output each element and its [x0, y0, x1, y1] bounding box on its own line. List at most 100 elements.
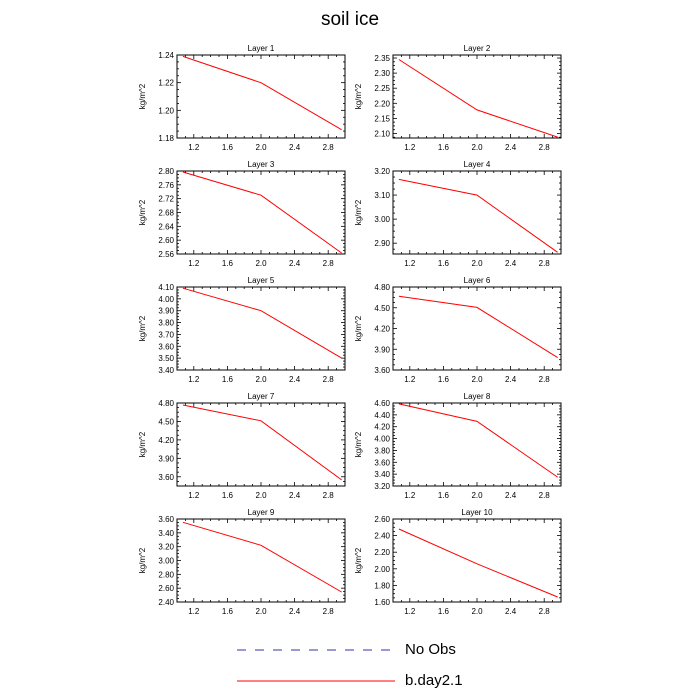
x-tick-label: 1.6 — [438, 143, 450, 152]
series-line-model — [182, 171, 342, 254]
y-tick-label: 2.60 — [374, 515, 390, 524]
x-tick-label: 1.6 — [222, 491, 234, 500]
x-tick-label: 1.2 — [404, 491, 416, 500]
y-tick-label: 3.20 — [374, 482, 390, 491]
x-tick-label: 1.2 — [188, 491, 200, 500]
x-tick-label: 2.4 — [505, 607, 517, 616]
x-tick-label: 2.8 — [323, 607, 335, 616]
series-line-model — [182, 521, 342, 593]
y-tick-label: 2.40 — [374, 532, 390, 541]
y-tick-label: 3.90 — [158, 454, 174, 463]
panel-layer-3: Layer 3 kg/m^2 1.2 1.6 2.0 2.4 2.8 2.56 2.60 2.64… — [138, 160, 346, 268]
x-tick-label: 1.2 — [188, 259, 200, 268]
x-tick-label: 1.6 — [438, 375, 450, 384]
x-tick-label: 2.0 — [255, 607, 267, 616]
y-tick-label: 2.60 — [158, 236, 174, 245]
y-tick-label: 2.90 — [374, 239, 390, 248]
panel-title: Layer 1 — [248, 44, 275, 53]
panel-title: Layer 3 — [248, 160, 275, 169]
y-tick-label: 2.10 — [374, 129, 390, 138]
plot-frame — [176, 402, 346, 487]
x-tick-label: 2.8 — [539, 259, 551, 268]
panel-layer-4: Layer 4 kg/m^2 1.2 1.6 2.0 2.4 2.8 2.90 3.00 3.10… — [354, 160, 562, 268]
y-tick-label: 4.00 — [158, 295, 174, 304]
x-tick-label: 2.4 — [505, 259, 517, 268]
y-tick-label: 4.80 — [158, 399, 174, 408]
y-tick-label: 3.60 — [158, 515, 174, 524]
x-tick-label: 2.8 — [539, 607, 551, 616]
plot-frame — [392, 54, 562, 139]
x-tick-label: 1.6 — [222, 143, 234, 152]
plot-frame — [392, 518, 562, 603]
y-tick-label: 3.90 — [158, 307, 174, 316]
y-axis-label: kg/m^2 — [138, 199, 147, 225]
y-tick-label: 2.40 — [158, 598, 174, 607]
panel-layer-8: Layer 8 kg/m^2 1.2 1.6 2.0 2.4 2.8 3.20 3.40 3.60… — [354, 392, 562, 500]
y-tick-label: 3.20 — [374, 167, 390, 176]
panel-layer-5: Layer 5 kg/m^2 1.2 1.6 2.0 2.4 2.8 3.40 3.50 3.60… — [138, 276, 346, 384]
x-tick-label: 2.4 — [505, 375, 517, 384]
panel-layer-10: Layer 10 kg/m^2 1.2 1.6 2.0 2.4 2.8 1.60 1.80 2.0… — [354, 508, 562, 616]
y-tick-label: 3.60 — [374, 458, 390, 467]
y-tick-label: 1.24 — [158, 51, 174, 60]
y-tick-label: 4.20 — [158, 436, 174, 445]
y-axis-label: kg/m^2 — [354, 199, 363, 225]
x-tick-label: 2.4 — [505, 143, 517, 152]
plot-frame — [392, 402, 562, 487]
y-tick-label: 2.72 — [158, 195, 174, 204]
y-tick-label: 3.40 — [158, 366, 174, 375]
panel-layer-1: Layer 1 kg/m^2 1.2 1.6 2.0 2.4 2.8 1.18 1.20 1.22… — [138, 44, 346, 152]
y-axis-label: kg/m^2 — [354, 83, 363, 109]
y-tick-label: 3.60 — [158, 342, 174, 351]
y-tick-label: 4.50 — [374, 304, 390, 313]
x-tick-label: 2.8 — [323, 259, 335, 268]
series-line-model — [398, 178, 558, 253]
y-tick-label: 2.76 — [158, 181, 174, 190]
x-tick-label: 1.2 — [404, 375, 416, 384]
plot-frame — [176, 170, 346, 255]
panel-title: Layer 4 — [464, 160, 491, 169]
plot-frame — [176, 518, 346, 603]
y-tick-label: 2.30 — [374, 69, 390, 78]
y-tick-label: 3.50 — [158, 354, 174, 363]
y-tick-label: 2.56 — [158, 250, 174, 259]
series-line-model — [398, 59, 558, 138]
y-tick-label: 1.60 — [374, 598, 390, 607]
x-tick-label: 2.0 — [255, 259, 267, 268]
y-axis-label: kg/m^2 — [354, 547, 363, 573]
y-axis-label: kg/m^2 — [138, 547, 147, 573]
plot-frame — [176, 286, 346, 371]
y-axis-label: kg/m^2 — [138, 431, 147, 457]
y-axis-label: kg/m^2 — [138, 83, 147, 109]
x-tick-label: 2.0 — [471, 143, 483, 152]
panel-title: Layer 10 — [461, 508, 493, 517]
y-tick-label: 2.25 — [374, 84, 390, 93]
y-tick-label: 4.50 — [158, 417, 174, 426]
panel-title: Layer 9 — [248, 508, 275, 517]
x-tick-label: 2.0 — [471, 607, 483, 616]
y-tick-label: 4.80 — [374, 283, 390, 292]
x-tick-label: 1.6 — [222, 607, 234, 616]
y-tick-label: 2.80 — [158, 167, 174, 176]
legend-label-model: b.day2.1 — [405, 672, 463, 689]
y-axis-label: kg/m^2 — [138, 315, 147, 341]
x-tick-label: 1.2 — [188, 143, 200, 152]
y-tick-label: 4.00 — [374, 435, 390, 444]
series-line-model — [398, 528, 558, 598]
panel-title: Layer 7 — [248, 392, 275, 401]
y-tick-label: 3.40 — [374, 470, 390, 479]
panel-title: Layer 5 — [248, 276, 275, 285]
x-tick-label: 2.8 — [539, 375, 551, 384]
y-tick-label: 4.20 — [374, 423, 390, 432]
series-line-model — [398, 295, 558, 359]
y-tick-label: 1.22 — [158, 79, 174, 88]
x-tick-label: 1.2 — [404, 607, 416, 616]
x-tick-label: 1.6 — [222, 375, 234, 384]
y-tick-label: 2.80 — [158, 570, 174, 579]
y-axis-label: kg/m^2 — [354, 315, 363, 341]
x-tick-label: 2.0 — [255, 143, 267, 152]
series-line-model — [182, 404, 342, 481]
x-tick-label: 1.6 — [438, 607, 450, 616]
x-tick-label: 2.0 — [471, 259, 483, 268]
